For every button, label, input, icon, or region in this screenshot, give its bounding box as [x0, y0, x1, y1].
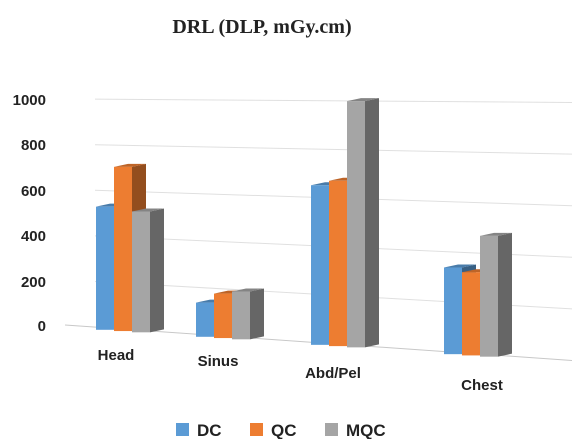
legend-label: DC [197, 421, 222, 439]
legend-item: DC [176, 421, 222, 439]
y-tick-label: 600 [21, 183, 46, 200]
legend-label: QC [271, 421, 297, 439]
y-tick-label: 800 [21, 137, 46, 154]
x-tick-label: Sinus [198, 353, 239, 370]
bar [480, 232, 512, 357]
legend-swatch [325, 423, 338, 436]
x-tick-label: Chest [461, 377, 503, 394]
legend-swatch [176, 423, 189, 436]
legend: DC QC MQC [176, 421, 386, 439]
bar [132, 208, 164, 333]
y-tick-label: 400 [21, 228, 46, 245]
legend-item: MQC [325, 421, 386, 439]
legend-label: MQC [346, 421, 386, 439]
bar [232, 288, 264, 340]
y-tick-label: 200 [21, 274, 46, 291]
x-axis-ticks: Head Sinus Abd/Pel Chest [98, 347, 503, 394]
gridline [94, 98, 572, 103]
x-tick-label: Abd/Pel [305, 365, 361, 382]
x-tick-label: Head [98, 347, 135, 364]
legend-item: QC [250, 421, 297, 439]
y-tick-label: 1000 [13, 92, 46, 109]
legend-swatch [250, 423, 263, 436]
bar [347, 98, 379, 348]
chart-title: DRL (DLP, mGy.cm) [172, 16, 351, 38]
bars [96, 98, 512, 357]
gridline [94, 144, 572, 155]
y-tick-label: 0 [38, 318, 46, 335]
y-axis-ticks: 0 200 400 600 800 1000 [13, 92, 46, 335]
